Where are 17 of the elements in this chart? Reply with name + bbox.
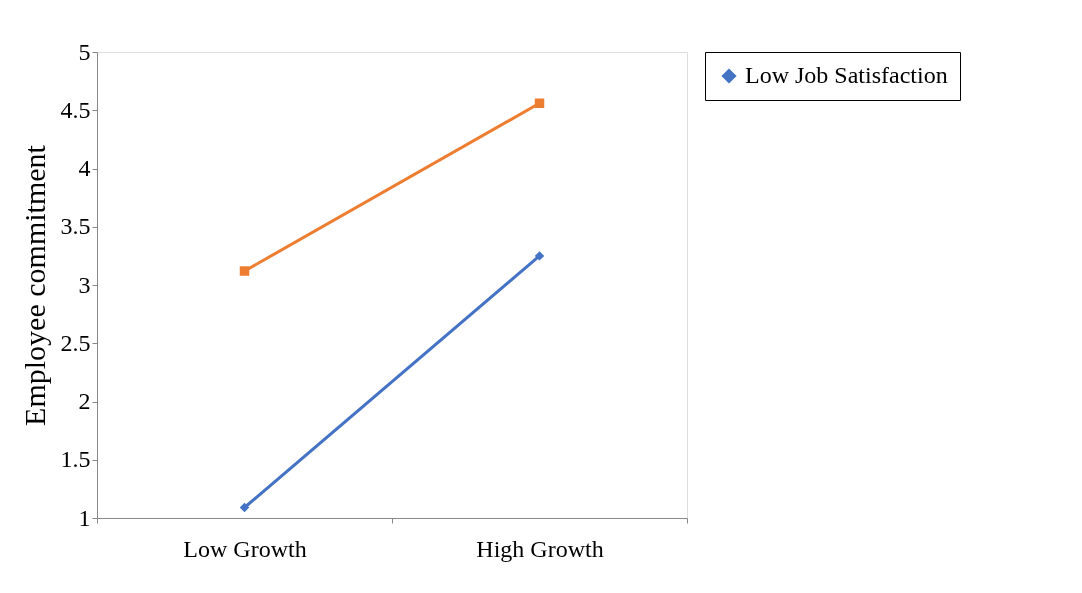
y-tick-label: 5 — [78, 38, 91, 65]
y-tick-label: 2 — [78, 388, 91, 414]
point — [239, 502, 250, 513]
y-tick-label: 1 — [78, 504, 91, 531]
y-tick-label: 4 — [78, 155, 91, 181]
legend-label: Low Job Satisfaction — [745, 62, 948, 88]
point — [534, 251, 545, 261]
y-tick-label: 3 — [78, 271, 91, 298]
point — [239, 266, 250, 276]
y-tick-label: 4.5 — [60, 96, 91, 123]
point — [534, 98, 545, 108]
y-tick-label: 3.5 — [60, 213, 91, 240]
y-tick-label: 2.5 — [60, 329, 91, 356]
y-axis-title: Employee commitment — [17, 144, 51, 426]
x-tick-label: Low Growth — [183, 535, 307, 562]
y-tick-label: 1.5 — [60, 446, 91, 473]
x-tick-label: High Growth — [476, 535, 604, 562]
